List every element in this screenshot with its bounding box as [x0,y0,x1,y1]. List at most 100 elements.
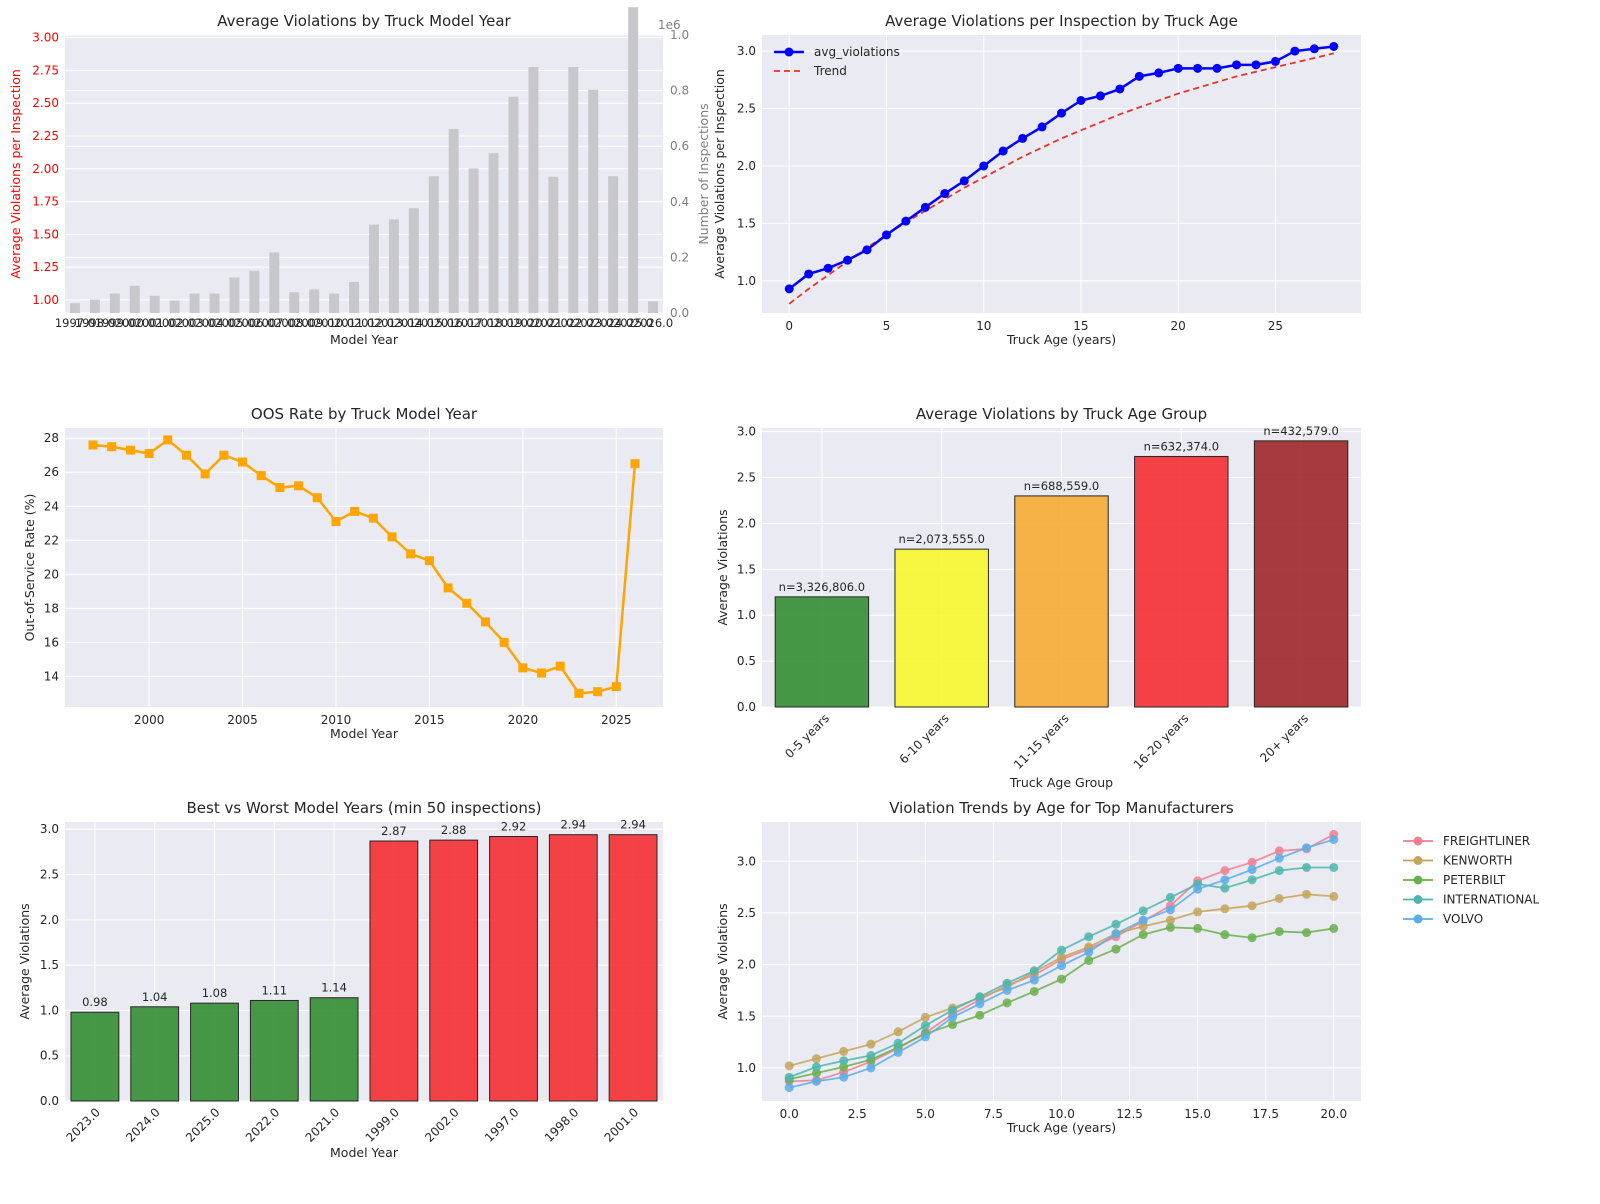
data-point [948,1005,958,1015]
data-point [920,1032,930,1042]
data-point [1274,927,1284,937]
data-point [1274,893,1284,903]
data-point [1274,853,1284,863]
data-point [1220,875,1230,885]
y2-tick-label: 0.2 [670,250,689,264]
x-tick-label: 2010 [321,713,352,727]
bar [489,835,538,1102]
data-point [1138,915,1148,925]
y-tick-label: 3.0 [737,425,756,439]
data-point [1274,846,1284,856]
y-tick-label: 0.5 [40,1049,59,1063]
data-point [1057,952,1066,962]
legend-marker [1413,875,1423,885]
data-point [975,1010,985,1020]
data-point [811,1068,821,1078]
bar-value-label: n=3,326,806.0 [779,580,865,594]
data-point [901,216,911,226]
bar [249,270,260,313]
x-tick-label: 2015 [414,713,445,727]
bar [628,7,639,313]
data-point [866,1063,876,1073]
data-point [312,493,322,503]
data-point [811,1076,821,1086]
bar-value-label: 2.88 [441,823,467,837]
bar [69,303,80,313]
x-tick-label: 2008.0 [274,316,314,330]
data-point [975,999,985,1009]
bar [468,168,479,313]
data-point [1029,975,1039,985]
bar [89,299,100,313]
y-tick-label: 2.5 [40,868,59,882]
bar [309,997,359,1102]
x-tick-label: 2025.0 [183,1105,223,1145]
data-point [1084,955,1094,965]
legend-marker [1413,856,1423,865]
bar-value-label: n=632,374.0 [1144,439,1219,453]
x-tick-label: 2023.0 [63,1105,103,1145]
data-point [811,1062,821,1072]
data-point [959,176,969,186]
bar [488,153,499,313]
data-point [979,161,989,171]
x-tick-label: 2.5 [848,1107,867,1121]
legend-label: VOLVO [1443,912,1483,926]
data-point [1111,929,1121,939]
data-point [1002,985,1012,995]
bar-value-label: n=432,579.0 [1263,424,1338,438]
y-tick-label: 24 [44,499,59,513]
data-point [784,1061,794,1071]
data-point [1247,933,1257,943]
y-tick-label: 0.0 [737,700,756,714]
data-point [1193,907,1203,917]
x-tick-label: 2015.0 [414,316,454,330]
data-point [920,1012,930,1022]
chart-title: OOS Rate by Truck Model Year [251,405,478,423]
data-point [1165,922,1175,932]
x-axis-label: Truck Age Group [1009,775,1113,790]
data-point [920,202,930,212]
bar-value-label: n=2,073,555.0 [898,532,984,546]
legend-marker [1413,836,1423,846]
data-point [893,1038,903,1048]
data-point [181,450,191,460]
y-tick-label: 2.0 [737,958,756,972]
data-point [200,469,210,479]
y-tick-label: 16 [44,635,59,649]
x-tick-label: 7.5 [984,1107,1003,1121]
x-tick-label: 2019.0 [493,316,533,330]
bar [249,999,299,1102]
data-point [238,457,248,467]
x-tick-label: 20+ years [1257,711,1311,765]
data-point [480,617,490,627]
y-axis-label: Out-of-Service Rate (%) [22,494,37,642]
y-axis-label: Average Violations [17,903,32,1019]
bar [349,281,360,313]
x-tick-label: 1997.0 [482,1105,522,1145]
y-tick-label: 3.0 [737,854,756,868]
data-point [1329,923,1339,933]
data-point [1247,901,1257,911]
bar [588,89,599,314]
y-tick-label: 1.5 [737,562,756,576]
plot-area [762,35,1361,313]
y-tick-label: 2.0 [737,159,756,173]
data-point [975,992,985,1002]
bar [1253,440,1349,708]
x-tick-label: 2026.0 [633,316,673,330]
data-point [1251,60,1261,70]
y2-tick-label: 0.0 [670,306,689,320]
data-point [1138,921,1148,931]
bar [774,596,870,708]
bar [109,293,120,313]
y-tick-label: 2.0 [40,913,59,927]
bar [548,176,559,313]
bar-value-label: 2.87 [381,824,407,838]
data-point [1165,892,1175,902]
y-tick-label: 1.50 [32,227,59,241]
data-point [1270,56,1280,66]
data-point [784,47,794,57]
x-tick-label: 10.0 [1048,1107,1075,1121]
data-point [1173,63,1183,73]
